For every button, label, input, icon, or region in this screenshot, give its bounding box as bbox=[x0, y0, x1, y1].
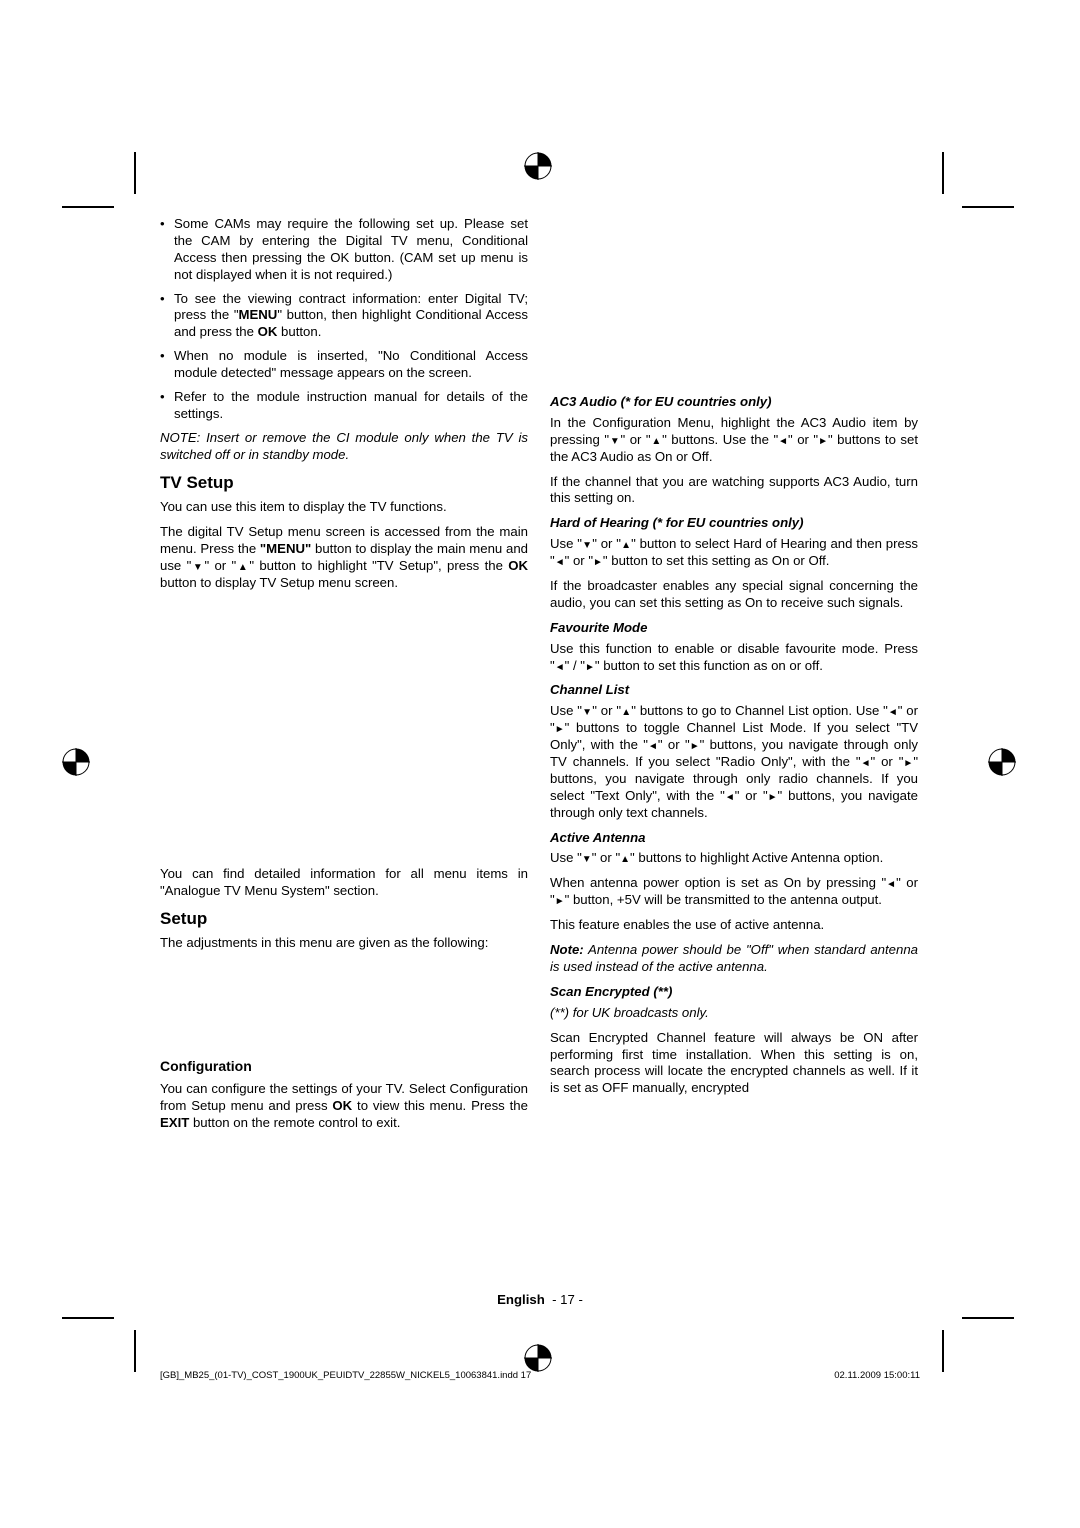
right-arrow-icon bbox=[818, 432, 828, 447]
left-arrow-icon bbox=[778, 432, 788, 447]
down-arrow-icon bbox=[609, 432, 621, 447]
paragraph: You can use this item to display the TV … bbox=[160, 499, 528, 516]
list-item: To see the viewing contract information:… bbox=[160, 291, 528, 342]
right-arrow-icon bbox=[690, 737, 700, 752]
registration-mark-icon bbox=[524, 1344, 552, 1372]
crop-mark bbox=[942, 1330, 944, 1372]
crop-mark bbox=[962, 1317, 1014, 1319]
paragraph: The adjustments in this menu are given a… bbox=[160, 935, 528, 952]
up-arrow-icon bbox=[236, 558, 249, 573]
right-column: AC3 Audio (* for EU countries only) In t… bbox=[550, 216, 918, 1140]
heading-scan-encrypted: Scan Encrypted (**) bbox=[550, 984, 918, 1001]
down-arrow-icon bbox=[582, 703, 592, 718]
right-arrow-icon bbox=[555, 892, 565, 907]
crop-mark bbox=[134, 152, 136, 194]
left-arrow-icon bbox=[861, 754, 871, 769]
crop-mark bbox=[942, 152, 944, 194]
left-arrow-icon bbox=[886, 875, 896, 890]
page-root: Some CAMs may require the following set … bbox=[0, 0, 1080, 1528]
left-arrow-icon bbox=[555, 658, 565, 673]
heading-configuration: Conﬁguration bbox=[160, 1058, 528, 1076]
heading-setup: Setup bbox=[160, 908, 528, 930]
page-footer: English - 17 - bbox=[0, 1292, 1080, 1307]
paragraph: If the broadcaster enables any special s… bbox=[550, 578, 918, 612]
file-path: [GB]_MB25_(01-TV)_COST_1900UK_PEUIDTV_22… bbox=[160, 1370, 531, 1381]
note-text: (**) for UK broadcasts only. bbox=[550, 1005, 918, 1022]
up-arrow-icon bbox=[621, 536, 631, 551]
figure-placeholder bbox=[160, 600, 528, 858]
right-arrow-icon bbox=[585, 658, 595, 673]
registration-mark-icon bbox=[988, 748, 1016, 776]
heading-ac3: AC3 Audio (* for EU countries only) bbox=[550, 394, 918, 411]
crop-mark bbox=[134, 1330, 136, 1372]
print-meta: [GB]_MB25_(01-TV)_COST_1900UK_PEUIDTV_22… bbox=[160, 1370, 920, 1381]
paragraph: Use "" or "" button to select Hard of He… bbox=[550, 536, 918, 570]
down-arrow-icon bbox=[582, 536, 592, 551]
heading-channel-list: Channel List bbox=[550, 682, 918, 699]
paragraph: You can conﬁgure the settings of your TV… bbox=[160, 1081, 528, 1132]
figure-placeholder bbox=[160, 960, 528, 1048]
print-date: 02.11.2009 15:00:11 bbox=[834, 1370, 920, 1381]
paragraph: Use "" or "" buttons to go to Channel Li… bbox=[550, 703, 918, 821]
figure-placeholder bbox=[550, 216, 918, 386]
up-arrow-icon bbox=[651, 432, 663, 447]
paragraph: If the channel that you are watching sup… bbox=[550, 474, 918, 508]
left-column: Some CAMs may require the following set … bbox=[160, 216, 528, 1140]
note-text: NOTE: Insert or remove the CI module onl… bbox=[160, 430, 528, 464]
left-arrow-icon bbox=[648, 737, 658, 752]
right-arrow-icon bbox=[555, 720, 565, 735]
list-item: When no module is inserted, "No Conditio… bbox=[160, 348, 528, 382]
bullet-list: Some CAMs may require the following set … bbox=[160, 216, 528, 423]
right-arrow-icon bbox=[903, 754, 913, 769]
paragraph: In the Conﬁguration Menu, highlight the … bbox=[550, 415, 918, 466]
up-arrow-icon bbox=[620, 850, 630, 865]
paragraph: The digital TV Setup menu screen is acce… bbox=[160, 524, 528, 592]
crop-mark bbox=[62, 1317, 114, 1319]
down-arrow-icon bbox=[582, 850, 592, 865]
paragraph: You can ﬁnd detailed information for all… bbox=[160, 866, 528, 900]
heading-favourite: Favourite Mode bbox=[550, 620, 918, 637]
right-arrow-icon bbox=[768, 788, 778, 803]
paragraph: Use "" or "" buttons to highlight Active… bbox=[550, 850, 918, 867]
crop-mark bbox=[62, 206, 114, 208]
up-arrow-icon bbox=[621, 703, 631, 718]
down-arrow-icon bbox=[191, 558, 204, 573]
paragraph: This feature enables the use of active a… bbox=[550, 917, 918, 934]
list-item: Some CAMs may require the following set … bbox=[160, 216, 528, 284]
left-arrow-icon bbox=[725, 788, 735, 803]
paragraph: Use this function to enable or disable f… bbox=[550, 641, 918, 675]
list-item: Refer to the module instruction manual f… bbox=[160, 389, 528, 423]
heading-hoh: Hard of Hearing (* for EU countries only… bbox=[550, 515, 918, 532]
content-area: Some CAMs may require the following set … bbox=[160, 216, 920, 1140]
left-arrow-icon bbox=[888, 703, 898, 718]
paragraph: When antenna power option is set as On b… bbox=[550, 875, 918, 909]
registration-mark-icon bbox=[524, 152, 552, 180]
heading-tv-setup: TV Setup bbox=[160, 472, 528, 494]
crop-mark bbox=[962, 206, 1014, 208]
note-text: Note: Antenna power should be "Off" when… bbox=[550, 942, 918, 976]
registration-mark-icon bbox=[62, 748, 90, 776]
right-arrow-icon bbox=[593, 553, 603, 568]
heading-active-antenna: Active Antenna bbox=[550, 830, 918, 847]
left-arrow-icon bbox=[555, 553, 565, 568]
paragraph: Scan Encrypted Channel feature will alwa… bbox=[550, 1030, 918, 1098]
